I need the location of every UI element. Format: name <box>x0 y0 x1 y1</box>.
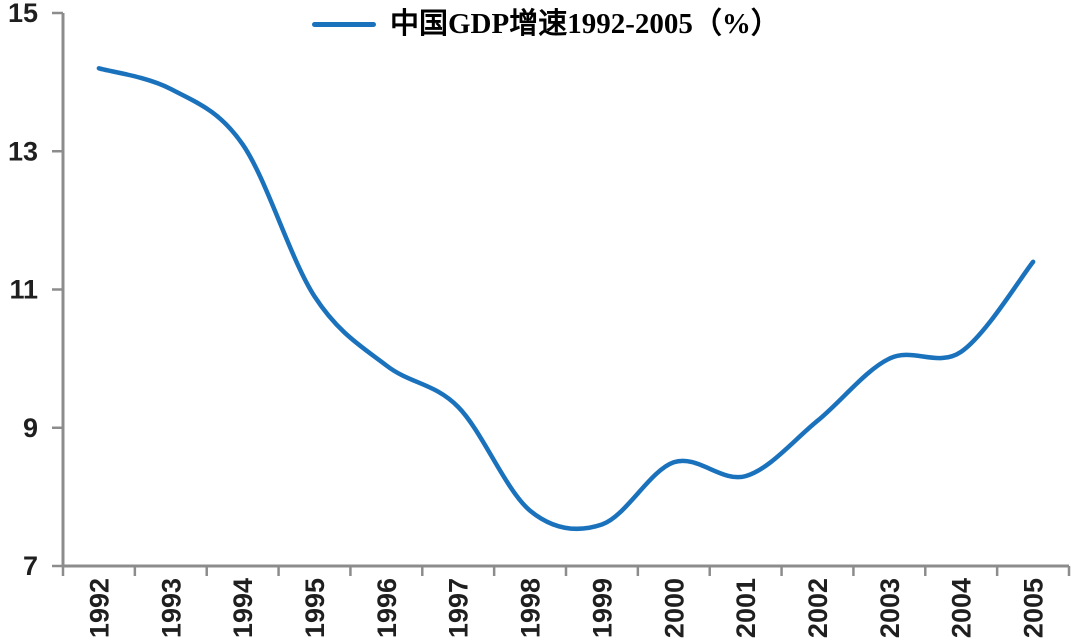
x-axis-year-label: 2003 <box>875 578 905 638</box>
legend-label: 中国GDP增速1992-2005（%） <box>390 7 780 40</box>
legend-line-swatch <box>312 21 376 27</box>
x-axis-year-label: 1992 <box>84 578 114 638</box>
gdp-line-series <box>96 66 1036 532</box>
x-axis-year-label: 2000 <box>659 578 689 638</box>
y-axis-tick-label: 9 <box>23 413 38 443</box>
x-axis-year-label: 1996 <box>372 578 402 638</box>
axis-lines <box>61 13 1069 568</box>
x-axis-year-label: 1993 <box>156 578 186 638</box>
y-axis-tick-label: 11 <box>9 275 38 305</box>
legend: 中国GDP增速1992-2005（%） <box>312 2 780 46</box>
x-axis-year-label: 1994 <box>228 578 258 638</box>
y-axis-tick-label: 13 <box>8 136 38 166</box>
x-axis-year-label: 1999 <box>587 578 617 638</box>
x-axis-year-label: 2005 <box>1019 578 1049 638</box>
x-axis-year-label: 2001 <box>731 578 761 638</box>
y-axis-tick-label: 15 <box>8 0 38 28</box>
x-axis-year-label: 2002 <box>803 578 833 638</box>
y-axis-tick-label: 7 <box>23 551 38 581</box>
x-axis-year-label: 2004 <box>947 578 977 638</box>
x-axis-year-label: 1995 <box>300 578 330 638</box>
x-axis-year-label: 1997 <box>444 578 474 638</box>
x-axis-year-label: 1998 <box>516 578 546 638</box>
